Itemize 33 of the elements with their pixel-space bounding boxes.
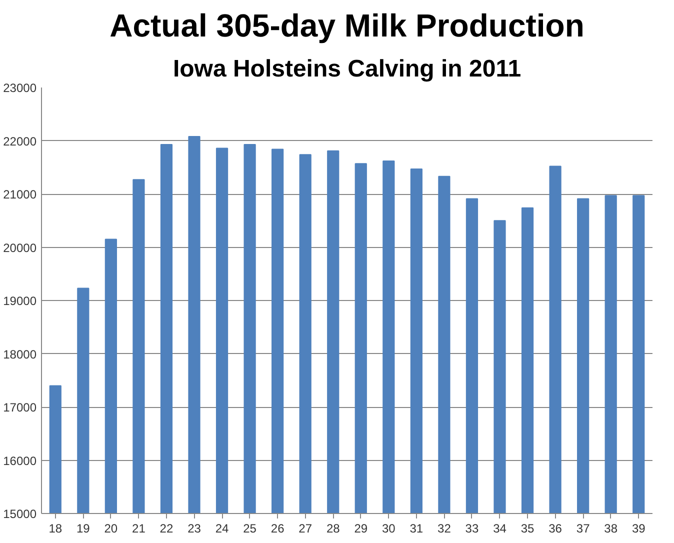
x-tick-label: 29 bbox=[354, 522, 368, 536]
y-tick-label: 17000 bbox=[3, 400, 37, 414]
x-tick-label: 34 bbox=[493, 522, 507, 536]
chart-title: Actual 305-day Milk Production bbox=[110, 8, 584, 44]
y-tick-label: 20000 bbox=[3, 240, 37, 255]
y-tick-label: 23000 bbox=[3, 81, 37, 95]
y-tick-label: 19000 bbox=[3, 294, 37, 308]
x-tick-label: 38 bbox=[604, 522, 618, 536]
x-tick-label: 25 bbox=[243, 522, 257, 536]
x-tick-label: 31 bbox=[410, 522, 424, 536]
x-tick-label: 18 bbox=[48, 522, 62, 536]
x-tick-label: 26 bbox=[270, 522, 285, 536]
y-tick-label: 16000 bbox=[3, 454, 37, 468]
x-tick-label: 33 bbox=[465, 522, 479, 536]
x-tick-label: 32 bbox=[438, 522, 452, 536]
x-tick-label: 36 bbox=[548, 522, 562, 536]
x-tick-label: 39 bbox=[632, 522, 646, 536]
x-tick-label: 19 bbox=[76, 522, 90, 536]
chart-subtitle: Iowa Holsteins Calving in 2011 bbox=[172, 56, 522, 82]
x-tick-label: 24 bbox=[215, 522, 230, 536]
x-tick-label: 27 bbox=[298, 522, 312, 536]
x-tick-label: 23 bbox=[188, 522, 202, 536]
y-tick-label: 18000 bbox=[3, 347, 37, 362]
y-tick-label: 22000 bbox=[3, 134, 37, 148]
y-tick-label: 15000 bbox=[3, 507, 37, 521]
y-tick-label: 21000 bbox=[3, 188, 37, 202]
x-tick-label: 28 bbox=[326, 522, 340, 536]
x-tick-label: 20 bbox=[104, 522, 118, 536]
x-tick-label: 22 bbox=[160, 522, 174, 536]
x-tick-label: 21 bbox=[132, 522, 146, 536]
x-tick-label: 35 bbox=[520, 522, 535, 536]
x-tick-label: 37 bbox=[576, 522, 590, 536]
x-tick-label: 30 bbox=[382, 522, 396, 536]
